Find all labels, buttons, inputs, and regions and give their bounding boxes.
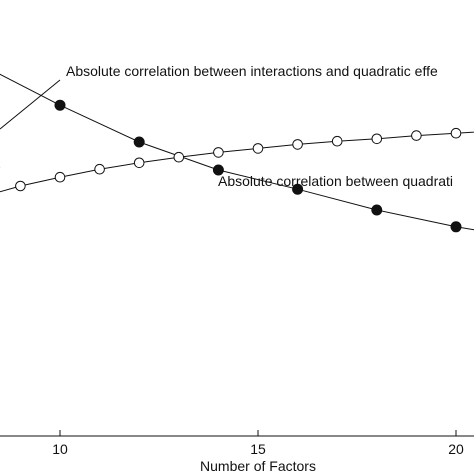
series-1-point	[54, 99, 66, 111]
series-2-point	[292, 139, 303, 150]
x-ticks: 1015202530	[52, 430, 464, 457]
annotation-1: Absolute correlation between interaction…	[66, 63, 438, 79]
series-2-point	[213, 147, 224, 158]
series-2-point	[252, 143, 264, 154]
series-1-point	[212, 164, 224, 176]
series-2-point	[173, 151, 185, 163]
series-1-point	[133, 136, 145, 148]
x-tick-label: 15	[250, 441, 266, 457]
series-1-point	[292, 183, 304, 195]
x-tick-label: 10	[52, 441, 68, 457]
series-2-point	[54, 171, 66, 183]
curves	[0, 73, 474, 231]
annotation-2: Absolute correlation between quadrati	[218, 173, 453, 189]
series-2-line	[0, 131, 474, 193]
series-2-point	[450, 127, 462, 139]
series-1-point	[371, 204, 383, 216]
markers	[15, 99, 462, 233]
series-2-point	[331, 135, 343, 147]
x-tick-label: 20	[448, 441, 464, 457]
series-2-point	[371, 133, 383, 145]
series-2-point	[411, 130, 422, 141]
series-2-point	[94, 163, 105, 175]
series-2-point	[15, 180, 26, 192]
annotation-leader-line-1	[0, 79, 61, 130]
series-2-point	[133, 157, 145, 169]
series-1-line	[0, 73, 474, 231]
x-axis-label: Number of Factors	[200, 458, 316, 474]
series-1-point	[450, 221, 462, 233]
